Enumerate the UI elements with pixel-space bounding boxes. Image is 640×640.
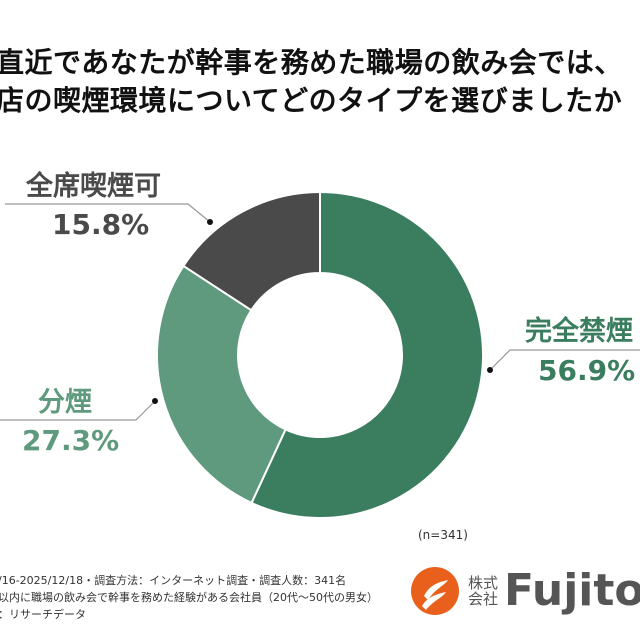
sample-size: (n=341) bbox=[418, 528, 468, 542]
label-separated: 分煙 bbox=[38, 387, 92, 418]
slice-separated bbox=[156, 264, 287, 505]
leader-line-no-smoking bbox=[489, 349, 640, 371]
leader-lines bbox=[0, 203, 640, 421]
logo-kabushiki: 株式会社 bbox=[468, 573, 499, 608]
leader-line-full-smoking bbox=[5, 203, 211, 223]
label-no-smoking: 完全禁煙 bbox=[525, 316, 633, 347]
title-line-1: 直近であなたが幹事を務めた職場の飲み会では、 bbox=[0, 46, 623, 79]
leader-dot-no-smoking bbox=[487, 367, 493, 373]
chart-title: 直近であなたが幹事を務めた職場の飲み会では、 店の喫煙環境についてどのタイプを選… bbox=[0, 44, 623, 120]
logo-brand-name: Fujito bbox=[504, 565, 640, 616]
note-line-1: /16-2025/12/18・調査方法：インターネット調査・調査人数：341名 bbox=[0, 574, 347, 587]
value-separated: 27.3% bbox=[22, 424, 120, 457]
company-logo: 株式会社 Fujito bbox=[410, 565, 640, 616]
title-line-2: 店の喫煙環境についてどのタイプを選びましたか bbox=[0, 84, 623, 117]
label-full-smoking: 全席喫煙可 bbox=[26, 171, 161, 202]
slice-no-smoking bbox=[250, 190, 484, 519]
leader-dot-full-smoking bbox=[207, 219, 213, 225]
note-line-2: 以内に職場の飲み会で幹事を務めた経験がある会社員（20代～50代の男女） bbox=[0, 591, 378, 604]
value-no-smoking: 56.9% bbox=[538, 354, 636, 387]
leader-dot-separated bbox=[152, 398, 158, 404]
fujito-logo-icon bbox=[411, 566, 459, 615]
value-full-smoking: 15.8% bbox=[52, 208, 150, 241]
note-line-3: ：リサーチデータ bbox=[0, 608, 86, 621]
slice-full-smoking bbox=[182, 190, 321, 312]
survey-notes: /16-2025/12/18・調査方法：インターネット調査・調査人数：341名 … bbox=[0, 572, 378, 623]
leader-line-separated bbox=[0, 400, 156, 421]
